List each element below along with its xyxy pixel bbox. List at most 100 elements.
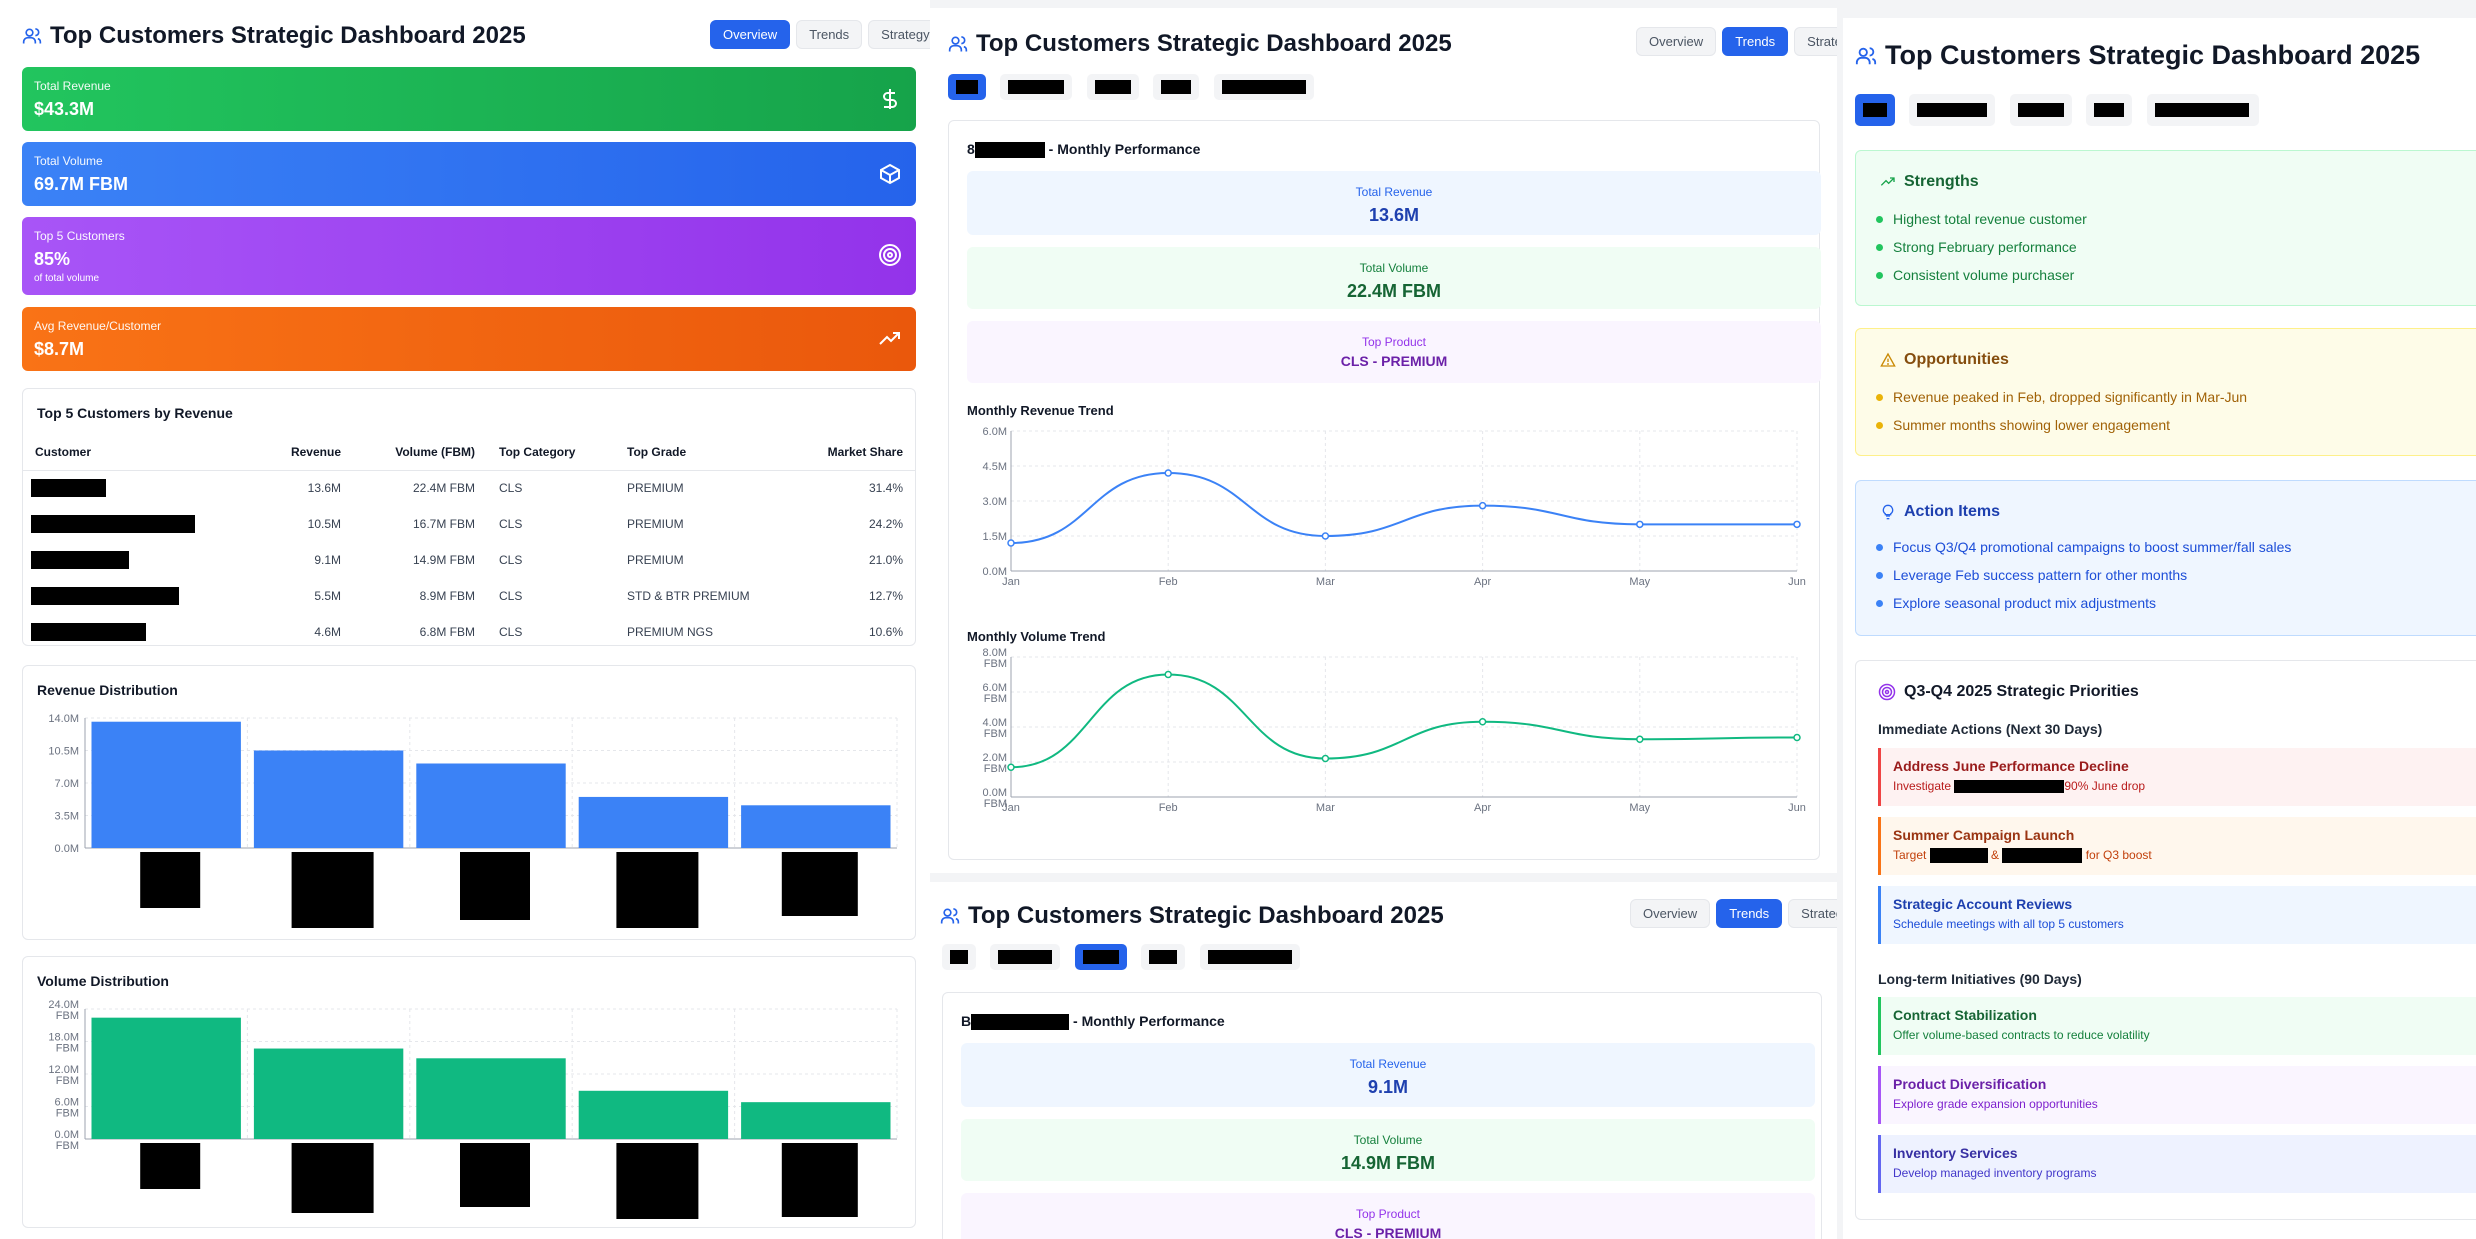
- x-tick-label: Mar: [1316, 802, 1335, 814]
- y-tick-label: 6.0M: [983, 426, 1007, 438]
- y-tick-label: 7.0M: [55, 778, 79, 790]
- kpi-label: Total Revenue: [34, 79, 111, 93]
- bar: [91, 1017, 241, 1139]
- customer-chip[interactable]: [1213, 74, 1314, 100]
- y-tick-label: 8.0M FBM: [983, 647, 1007, 670]
- customer-chip[interactable]: [1909, 94, 1996, 126]
- kpi-value: 69.7M FBM: [34, 174, 129, 194]
- table-header-row: Customer Revenue Volume (FBM) Top Catego…: [23, 434, 915, 471]
- kpi-value: $8.7M: [34, 339, 85, 359]
- data-point: [1478, 501, 1487, 510]
- list-item: Highest total revenue customer: [1876, 205, 2087, 233]
- data-point: [1007, 539, 1015, 547]
- action-items-card: Action Items Focus Q3/Q4 promotional cam…: [1855, 480, 2476, 636]
- priority-item: Strategic Account Reviews Schedule meeti…: [1878, 886, 2476, 944]
- kpi-avg-revenue: Avg Revenue/Customer $8.7M: [22, 307, 916, 371]
- x-tick-label-redacted: [291, 1143, 374, 1213]
- table-row[interactable]: 13.6M 22.4M FBM CLS PREMIUM 31.4%: [23, 470, 915, 506]
- tab-overview[interactable]: Overview: [710, 20, 791, 49]
- customer-chip[interactable]: [2086, 94, 2133, 126]
- tab-trends[interactable]: Trends: [796, 20, 863, 49]
- customer-chip[interactable]: [1086, 74, 1139, 100]
- opportunities-list: Revenue peaked in Feb, dropped significa…: [1876, 383, 2247, 439]
- customer-chip[interactable]: [1199, 944, 1300, 970]
- priority-desc: Target & for Q3 boost: [1893, 848, 2152, 864]
- stat-label: Total Volume: [1353, 1133, 1423, 1147]
- kpi-value: $43.3M: [34, 99, 95, 119]
- customer-chip[interactable]: [990, 944, 1061, 970]
- trending-up-icon: [1880, 177, 1895, 186]
- stat-label: Top Product: [1361, 335, 1427, 349]
- monthly-performance-heading: 8 - Monthly Performance: [967, 141, 1200, 159]
- x-tick-label: Apr: [1474, 576, 1491, 588]
- x-tick-label: Mar: [1316, 576, 1335, 588]
- customer-name-redacted: [23, 506, 253, 542]
- cell-revenue: 5.5M: [314, 589, 341, 603]
- users-icon: [940, 908, 960, 924]
- data-point: [1164, 469, 1172, 477]
- cell-share: 24.2%: [868, 517, 903, 531]
- monthly-performance-heading: B - Monthly Performance: [961, 1013, 1225, 1031]
- customer-chip[interactable]: [1141, 944, 1186, 970]
- table-row[interactable]: 10.5M 16.7M FBM CLS PREMIUM 24.2%: [23, 506, 915, 542]
- kpi-top5: Top 5 Customers 85% of total volume: [22, 217, 916, 295]
- customer-chip[interactable]: [1153, 74, 1200, 100]
- y-tick-label: 10.5M: [48, 746, 79, 758]
- list-item: Focus Q3/Q4 promotional campaigns to boo…: [1876, 533, 2291, 561]
- data-point: [1793, 733, 1801, 742]
- cell-category: CLS: [499, 481, 523, 496]
- stat-value: 9.1M: [1367, 1077, 1409, 1097]
- data-point: [1321, 532, 1330, 540]
- customer-chip[interactable]: [2146, 94, 2259, 126]
- action-items-title-text: Action Items: [1904, 503, 2001, 520]
- data-point: [1321, 754, 1330, 763]
- opportunities-title: Opportunities: [1880, 351, 2009, 369]
- kpi-total-volume: Total Volume 69.7M FBM: [22, 142, 916, 206]
- customer-chip[interactable]: [1855, 94, 1895, 126]
- page-title: Top Customers Strategic Dashboard 2025: [976, 30, 1452, 57]
- stat-total-revenue: Total Revenue 13.6M: [967, 171, 1821, 235]
- cell-revenue: 10.5M: [307, 517, 341, 531]
- tab-overview[interactable]: Overview: [1630, 899, 1711, 928]
- stat-label: Top Product: [1355, 1207, 1421, 1221]
- bar: [578, 1090, 729, 1139]
- tab-trends[interactable]: Trends: [1722, 27, 1789, 56]
- tab-trends[interactable]: Trends: [1716, 899, 1783, 928]
- table-row[interactable]: 9.1M 14.9M FBM CLS PREMIUM 21.0%: [23, 542, 915, 578]
- monthly-performance-card: B - Monthly Performance Total Revenue 9.…: [942, 992, 1822, 1239]
- y-tick-label: 6.0M FBM: [55, 1097, 79, 1120]
- volume-distribution-title: Volume Distribution: [37, 973, 169, 989]
- cell-revenue: 4.6M: [314, 625, 341, 639]
- x-tick-label-redacted: [781, 1143, 858, 1217]
- kpi-value: 85%: [34, 249, 71, 269]
- tab-strategy[interactable]: Strategy: [868, 20, 930, 49]
- strengths-card: Strengths Highest total revenue customer…: [1855, 150, 2476, 306]
- cell-volume: 16.7M FBM: [412, 517, 475, 531]
- revenue-distribution-title: Revenue Distribution: [37, 682, 178, 698]
- customer-chip[interactable]: [1074, 944, 1127, 970]
- stat-top-product: Top Product CLS - PREMIUM: [967, 321, 1821, 383]
- opportunities-title-text: Opportunities: [1904, 351, 2009, 368]
- priority-desc: Offer volume-based contracts to reduce v…: [1893, 1028, 2150, 1042]
- series-line: [1010, 673, 1798, 769]
- tab-overview[interactable]: Overview: [1636, 27, 1717, 56]
- x-tick-label-redacted: [616, 1143, 699, 1219]
- tab-strategy[interactable]: Strategy: [1788, 899, 1837, 928]
- table-row[interactable]: 4.6M 6.8M FBM CLS PREMIUM NGS 10.6%: [23, 614, 915, 650]
- customer-selector: [942, 944, 1310, 970]
- kpi-label: Total Volume: [34, 154, 103, 168]
- customer-chip[interactable]: [942, 944, 976, 970]
- table-row[interactable]: 5.5M 8.9M FBM CLS STD & BTR PREMIUM 12.7…: [23, 578, 915, 614]
- x-tick-label: Jun: [1788, 802, 1806, 814]
- x-tick-label: Apr: [1474, 802, 1491, 814]
- tab-strategy[interactable]: Strategy: [1794, 27, 1837, 56]
- cell-share: 31.4%: [868, 481, 903, 496]
- page-title: Top Customers Strategic Dashboard 2025: [1885, 40, 2421, 70]
- cell-category: CLS: [499, 553, 523, 567]
- longterm-title: Long-term Initiatives (90 Days): [1878, 971, 2082, 987]
- y-tick-label: 1.5M: [983, 531, 1007, 543]
- page-title: Top Customers Strategic Dashboard 2025: [968, 902, 1444, 929]
- customer-chip[interactable]: [2009, 94, 2072, 126]
- customer-chip[interactable]: [948, 74, 986, 100]
- customer-chip[interactable]: [1000, 74, 1073, 100]
